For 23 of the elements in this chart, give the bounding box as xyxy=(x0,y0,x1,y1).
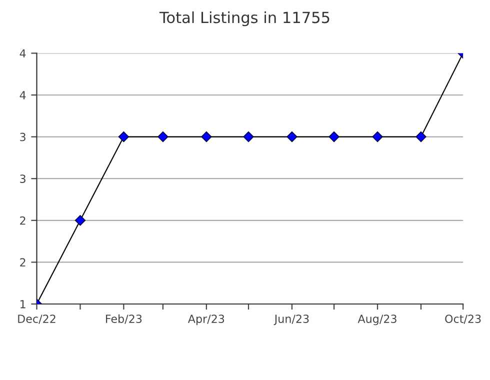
point xyxy=(74,215,86,226)
x-tick-label: Apr/23 xyxy=(188,314,224,326)
x-tick-label: Aug/23 xyxy=(358,314,396,326)
point xyxy=(118,131,130,142)
y-tick-label: 4 xyxy=(20,91,26,100)
y-tick-label: 3 xyxy=(20,174,26,183)
x-tick-label: Feb/23 xyxy=(106,314,142,324)
point xyxy=(158,131,168,142)
chart-title: Total Listings in 11755 xyxy=(159,11,330,26)
point xyxy=(416,131,426,142)
point xyxy=(328,131,340,142)
y-tick-label: 2 xyxy=(20,216,26,225)
point xyxy=(286,131,298,142)
y-tick-label: 4 xyxy=(20,49,26,58)
y-tick-label: 3 xyxy=(20,132,26,142)
point xyxy=(243,131,254,142)
y-tick-label: 1 xyxy=(20,300,26,308)
point xyxy=(372,131,383,142)
point xyxy=(201,131,212,142)
x-tick-label: Dec/22 xyxy=(18,314,56,324)
x-tick-label: Oct/23 xyxy=(445,314,481,324)
y-tick-label: 2 xyxy=(20,258,26,266)
x-tick-label: Jun/23 xyxy=(274,314,309,326)
